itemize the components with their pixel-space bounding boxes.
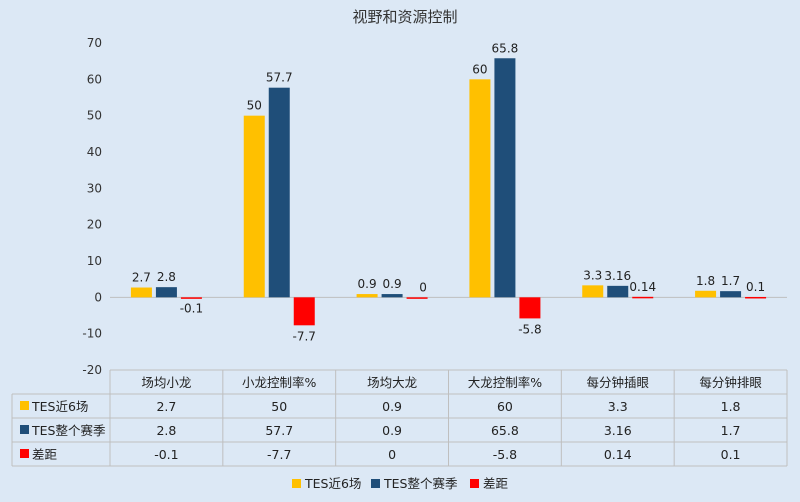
bar (695, 290, 717, 298)
data-label: 1.7 (721, 274, 740, 288)
category-label: 场均大龙 (367, 375, 417, 390)
table-cell: 50 (271, 399, 287, 414)
table-cell: -0.1 (154, 447, 178, 462)
bar (582, 285, 604, 298)
bar (268, 87, 290, 298)
category-label: 小龙控制率% (242, 375, 317, 390)
table-cell: 0 (388, 447, 396, 462)
legend-swatch (371, 479, 380, 488)
data-label: -7.7 (293, 329, 316, 343)
data-label: 0.14 (629, 280, 656, 294)
table-series-name: TES整个赛季 (31, 423, 106, 438)
bar (243, 115, 265, 298)
table-cell: 0.14 (604, 447, 632, 462)
y-tick-label: -20 (82, 363, 102, 377)
data-label: 1.8 (696, 274, 715, 288)
bar (494, 58, 516, 298)
legend-swatch (292, 479, 301, 488)
data-label: -0.1 (180, 302, 203, 316)
y-tick-label: -10 (82, 327, 102, 341)
y-tick-label: 40 (87, 145, 102, 159)
y-tick-label: 70 (87, 36, 102, 50)
table-legend-key (20, 401, 29, 410)
bar (469, 79, 491, 298)
data-label: 2.8 (157, 270, 176, 284)
table-cell: 3.3 (608, 399, 628, 414)
legend-label: 差距 (483, 476, 508, 491)
y-tick-label: 0 (94, 290, 102, 304)
legend-label: TES整个赛季 (383, 476, 458, 491)
data-label: 57.7 (266, 71, 293, 85)
plot-area: 2.7 50 0.9 60 3.3 1.8 2.8 57.7 0.9 65.8 3.16 1.7 -0.… (130, 41, 767, 343)
table-cell: 57.7 (265, 423, 293, 438)
category-label: 每分钟排眼 (699, 375, 762, 390)
bar (632, 296, 654, 299)
y-tick-label: 20 (87, 218, 102, 232)
bar (406, 297, 428, 299)
y-tick-label: 30 (87, 181, 102, 195)
data-label: 2.7 (132, 271, 151, 285)
bar (607, 285, 629, 298)
table-cell: -7.7 (267, 447, 291, 462)
y-axis: 70 60 50 40 30 20 10 0 -10 -20 (82, 36, 787, 377)
data-label: 0.1 (746, 280, 765, 294)
table-cell: 0.1 (721, 447, 741, 462)
y-tick-label: 10 (87, 254, 102, 268)
data-label: 65.8 (492, 41, 519, 55)
table-series-name: 差距 (32, 447, 57, 462)
table-cell: -5.8 (493, 447, 517, 462)
data-label: 3.16 (604, 269, 631, 283)
table-cell: 0.9 (382, 399, 402, 414)
table-cell: 60 (497, 399, 513, 414)
data-label: -5.8 (518, 322, 541, 336)
data-label: 60 (472, 62, 487, 76)
table-cell: 1.7 (721, 423, 741, 438)
legend-label: TES近6场 (304, 476, 361, 491)
bar (130, 287, 152, 298)
table-cell: 3.16 (604, 423, 632, 438)
bar (180, 297, 202, 299)
bar (293, 297, 315, 326)
table-legend-key (20, 425, 29, 434)
chart-title: 视野和资源控制 (352, 8, 457, 26)
bar (745, 296, 767, 299)
legend: TES近6场 TES整个赛季 差距 (292, 476, 508, 491)
bar (519, 297, 541, 319)
data-label: 0.9 (358, 277, 377, 291)
data-label: 0 (419, 280, 427, 294)
table-series-name: TES近6场 (31, 399, 88, 414)
table-cell: 65.8 (491, 423, 519, 438)
bar (720, 291, 742, 298)
table-cell: 0.9 (382, 423, 402, 438)
data-table: 场均小龙 小龙控制率% 场均大龙 大龙控制率% 每分钟插眼 每分钟排眼 TES近6场 2.7 5… (11, 369, 788, 467)
bar (381, 294, 403, 298)
y-tick-label: 60 (87, 72, 102, 86)
category-label: 每分钟插眼 (586, 375, 649, 390)
bar (155, 287, 177, 298)
table-cell: 2.8 (156, 423, 176, 438)
table-legend-key (20, 449, 29, 458)
data-label: 3.3 (583, 268, 602, 282)
y-tick-label: 50 (87, 109, 102, 123)
category-label: 大龙控制率% (468, 375, 543, 390)
bar (356, 294, 378, 298)
data-label: 0.9 (383, 277, 402, 291)
legend-swatch (470, 479, 479, 488)
data-label: 50 (247, 99, 262, 113)
table-cell: 1.8 (721, 399, 741, 414)
category-label: 场均小龙 (141, 375, 191, 390)
table-cell: 2.7 (156, 399, 176, 414)
